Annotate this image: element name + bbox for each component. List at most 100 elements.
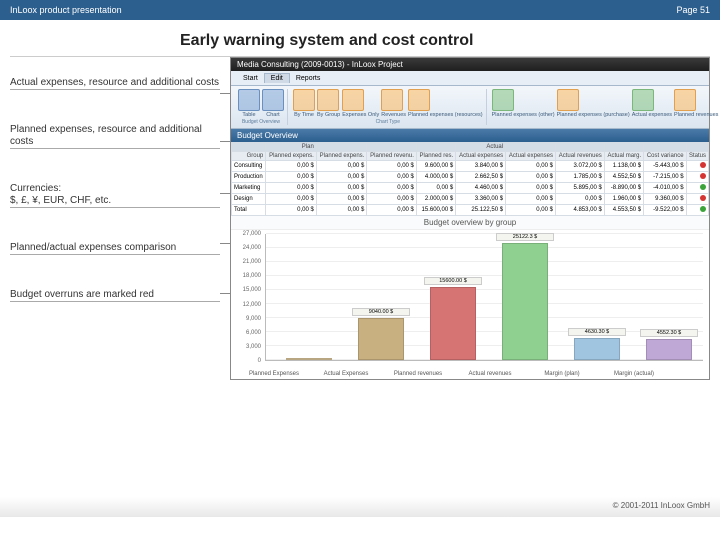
ribbon-group: By TimeBy GroupExpenses OnlyRevenuesPlan…: [290, 89, 487, 125]
content-area: Actual expenses, resource and additional…: [0, 57, 720, 517]
table-cell: 4.460,00 $: [456, 183, 506, 194]
table-cell: 5.895,00 $: [555, 183, 604, 194]
ytick-label: 15,000: [243, 287, 261, 293]
presentation-header: InLoox product presentation Page 51: [0, 0, 720, 20]
ribbon-button-label: Expenses Only: [342, 112, 379, 118]
ytick-label: 0: [258, 358, 261, 364]
label-planned-expenses: Planned expenses, resource and additiona…: [10, 124, 220, 149]
table-top-header: [416, 143, 455, 152]
footer-copyright: © 2001-2011 InLoox GmbH: [0, 497, 720, 517]
table-header[interactable]: Group: [232, 152, 266, 161]
table-header[interactable]: Actual expenses: [456, 152, 506, 161]
ribbon-button[interactable]: [293, 89, 315, 111]
table-row[interactable]: Production0,00 $0,00 $0,00 $4.000,00 $2.…: [232, 172, 709, 183]
ribbon-tab[interactable]: Edit: [264, 73, 290, 83]
ribbon-button[interactable]: [557, 89, 579, 111]
ribbon-button[interactable]: [632, 89, 654, 111]
table-cell: 0,00 $: [367, 172, 417, 183]
page-title: Early warning system and cost control: [180, 32, 720, 50]
xaxis-label: Actual Expenses: [316, 371, 376, 377]
status-cell: [686, 205, 708, 216]
table-header[interactable]: Actual expenses: [506, 152, 556, 161]
table-cell: 0,00 $: [316, 172, 367, 183]
ribbon-button[interactable]: [262, 89, 284, 111]
table-header[interactable]: Status: [686, 152, 708, 161]
header-left: InLoox product presentation: [10, 5, 122, 15]
xaxis-label: Actual revenues: [460, 371, 520, 377]
table-cell: 0,00 $: [316, 161, 367, 172]
status-dot-icon: [700, 206, 706, 212]
budget-overview-header: Budget Overview: [231, 129, 709, 142]
ribbon-button-label: Revenues: [381, 112, 406, 118]
table-cell: 0,00 $: [367, 161, 417, 172]
bar-value-label: 25122.3 $: [496, 233, 554, 241]
table-header[interactable]: Cost variance: [644, 152, 686, 161]
table-cell: 0,00 $: [506, 161, 556, 172]
gridline: [266, 261, 703, 262]
ribbon-button[interactable]: [492, 89, 514, 111]
table-header[interactable]: Actual marg.: [604, 152, 643, 161]
ribbon-button[interactable]: [342, 89, 364, 111]
table-header[interactable]: Planned expens.: [266, 152, 317, 161]
ribbon-button[interactable]: [317, 89, 339, 111]
ribbon-group-label: Budget Overview: [242, 119, 280, 125]
ribbon-button[interactable]: [381, 89, 403, 111]
table-cell-group: Design: [232, 194, 266, 205]
gridline: [266, 331, 703, 332]
ribbon-button[interactable]: [674, 89, 696, 111]
ribbon-tab[interactable]: Reports: [290, 74, 327, 83]
gridline: [266, 233, 703, 234]
table-header[interactable]: Planned expens.: [316, 152, 367, 161]
ribbon-tab[interactable]: Start: [237, 74, 264, 83]
ribbon-button-label: Planned revenues: [674, 112, 718, 118]
ribbon-button[interactable]: [408, 89, 430, 111]
table-row[interactable]: Design0,00 $0,00 $0,00 $2.000,00 $3.360,…: [232, 194, 709, 205]
ribbon-button-label: Table: [238, 112, 260, 118]
table-row[interactable]: Total0,00 $0,00 $0,00 $15.600,00 $25.122…: [232, 205, 709, 216]
chart-bar[interactable]: [574, 338, 620, 360]
table-cell: 0,00 $: [367, 194, 417, 205]
table-cell: 2.000,00 $: [416, 194, 455, 205]
table-cell-group: Production: [232, 172, 266, 183]
chart-bar[interactable]: [286, 358, 332, 360]
ribbon-button-label: Actual expenses: [632, 112, 672, 118]
bar-value-label: 15600.00 $: [424, 277, 482, 285]
chart-bar[interactable]: [358, 318, 404, 360]
ribbon: TableChartBudget Overview By TimeBy Group…: [231, 86, 709, 129]
table-header[interactable]: Actual revenues: [555, 152, 604, 161]
xaxis-label: Planned revenues: [388, 371, 448, 377]
ribbon-button-label: Chart: [262, 112, 284, 118]
gridline: [266, 289, 703, 290]
chart-bar[interactable]: [646, 339, 692, 360]
table-top-header: Plan: [266, 143, 317, 152]
table-cell: 3.840,00 $: [456, 161, 506, 172]
app-window: Media Consulting (2009-0013) - InLoox Pr…: [230, 57, 710, 380]
table-cell: 4.552,50 $: [604, 172, 643, 183]
chart-bar[interactable]: [430, 287, 476, 360]
table-row[interactable]: Consulting0,00 $0,00 $0,00 $9.600,00 $3.…: [232, 161, 709, 172]
gridline: [266, 247, 703, 248]
table-header[interactable]: Planned revenu.: [367, 152, 417, 161]
table-cell: 1.138,00 $: [604, 161, 643, 172]
chart-bar[interactable]: [502, 243, 548, 360]
ribbon-group-label: Chart Type: [376, 119, 400, 125]
status-cell: [686, 172, 708, 183]
table-cell: 0,00 $: [367, 183, 417, 194]
ribbon-tabs: StartEditReports: [231, 71, 709, 86]
table-cell: 0,00 $: [266, 161, 317, 172]
table-cell: 0,00 $: [266, 194, 317, 205]
table-header[interactable]: Planned res.: [416, 152, 455, 161]
ytick-label: 21,000: [243, 259, 261, 265]
side-labels: Actual expenses, resource and additional…: [10, 77, 220, 336]
header-right: Page 51: [676, 5, 710, 15]
chart-area: 27,00024,00021,00018,00015,00012,0009,00…: [231, 229, 709, 379]
table-cell: 0,00 $: [316, 194, 367, 205]
ribbon-group: Planned expenses (other)Planned expenses…: [489, 89, 720, 125]
status-cell: [686, 183, 708, 194]
ytick-label: 27,000: [243, 231, 261, 237]
table-cell: 15.600,00 $: [416, 205, 455, 216]
ribbon-button-label: By Group: [317, 112, 340, 118]
ribbon-button[interactable]: [238, 89, 260, 111]
bar-value-label: 9040.00 $: [352, 308, 410, 316]
table-row[interactable]: Marketing0,00 $0,00 $0,00 $0,00 $4.460,0…: [232, 183, 709, 194]
